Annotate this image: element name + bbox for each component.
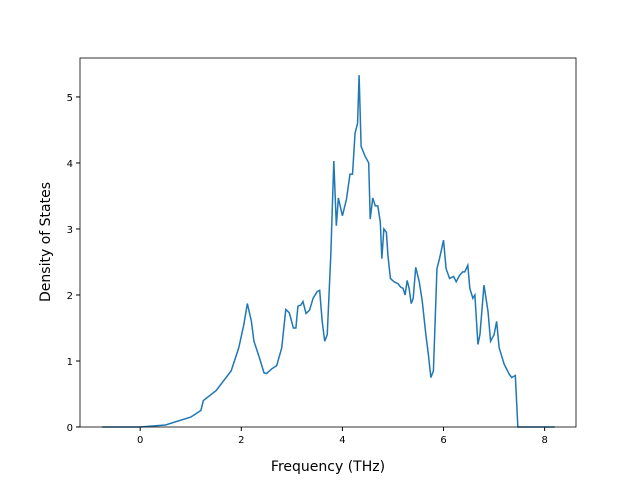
x-tick-label: 8 xyxy=(541,435,547,446)
x-tick-label: 6 xyxy=(440,435,446,446)
y-tick-label: 5 xyxy=(67,93,73,104)
y-tick-label: 2 xyxy=(67,291,73,302)
y-tick-label: 1 xyxy=(67,357,73,368)
y-axis-label: Density of States xyxy=(38,182,54,302)
y-tick-label: 3 xyxy=(67,225,73,236)
x-tick-label: 4 xyxy=(339,435,345,446)
line-series xyxy=(102,75,555,428)
y-tick-label: 0 xyxy=(67,423,73,434)
plot-frame xyxy=(79,57,577,428)
x-tick-label: 0 xyxy=(137,435,143,446)
y-tick-label: 4 xyxy=(67,159,73,170)
x-axis-label: Frequency (THz) xyxy=(271,459,385,475)
x-tick-label: 2 xyxy=(238,435,244,446)
